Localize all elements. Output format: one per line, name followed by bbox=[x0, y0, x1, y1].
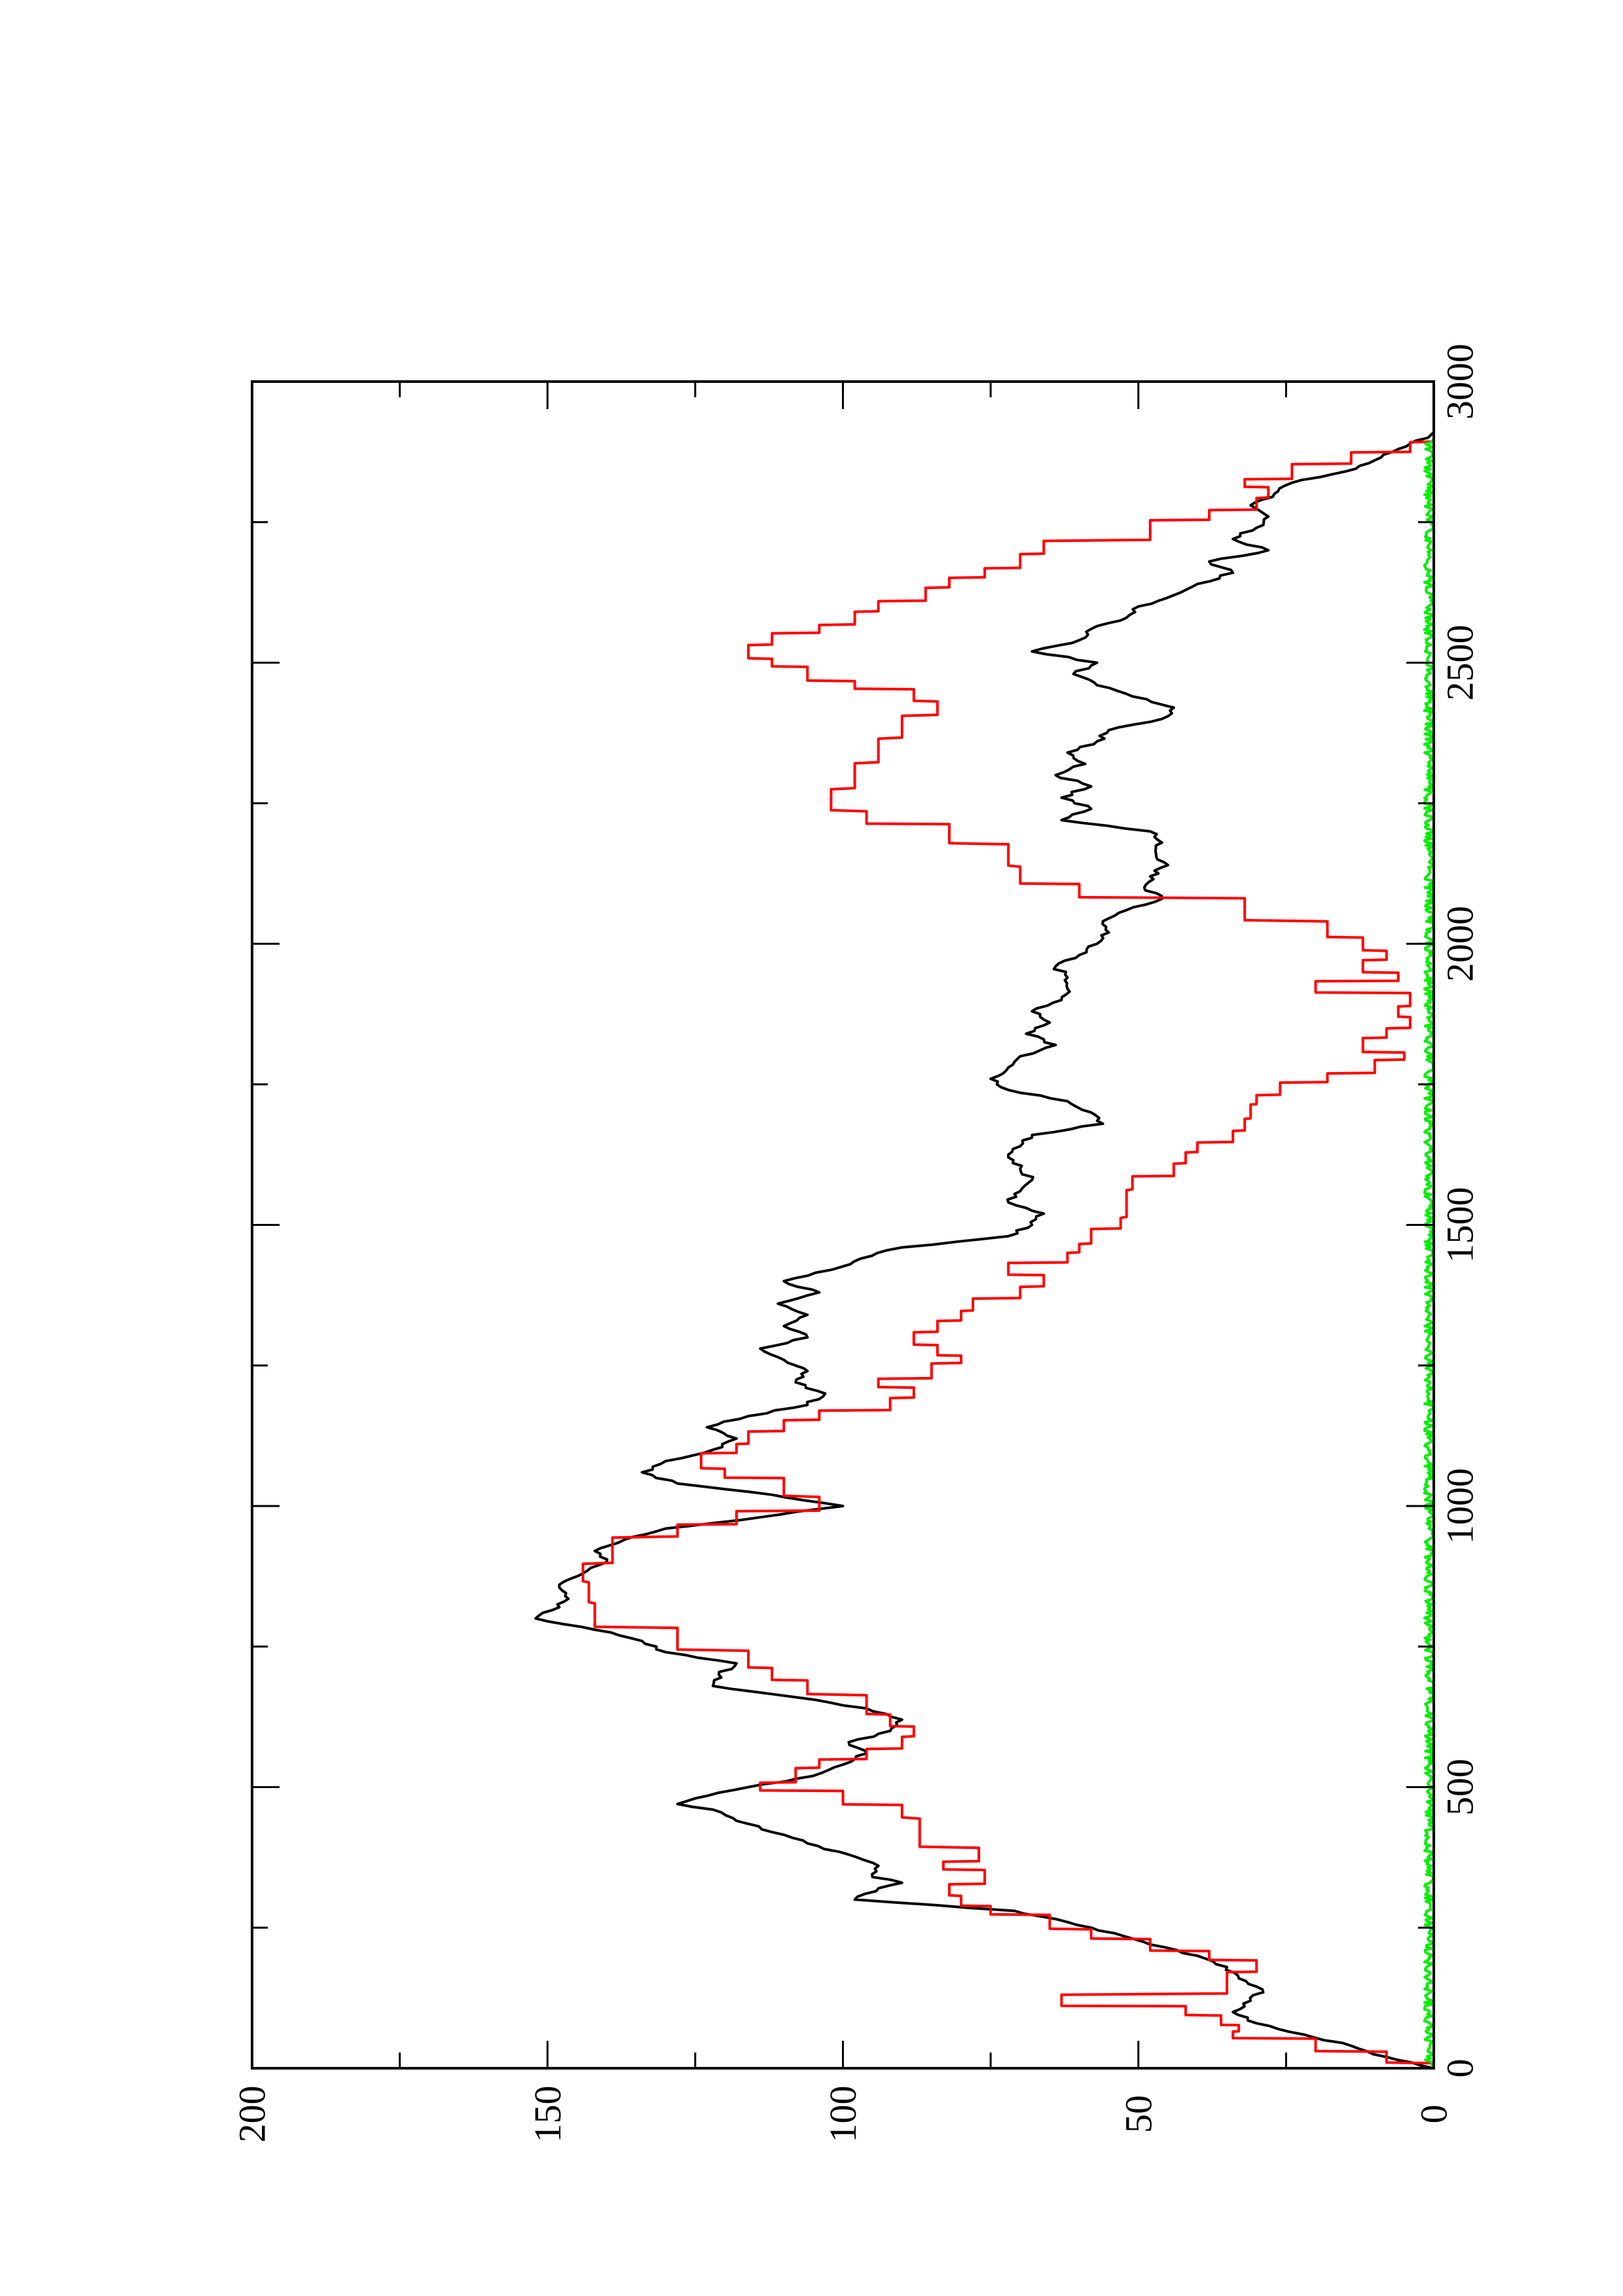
series-line-1 bbox=[581, 437, 1435, 2068]
x-tick-label: 2500 bbox=[1439, 625, 1482, 701]
x-tick-label: 0 bbox=[1439, 2059, 1482, 2078]
y-tick-label: 200 bbox=[231, 2086, 274, 2143]
x-tick-label: 1500 bbox=[1439, 1187, 1482, 1263]
x-tick-label: 3000 bbox=[1439, 344, 1482, 420]
y-tick-label: 100 bbox=[822, 2086, 864, 2143]
y-tick-label: 0 bbox=[1413, 2105, 1455, 2124]
x-tick-label: 500 bbox=[1439, 1759, 1482, 1816]
tick-labels: 0 500 1000 1500 2000 2500 3000 0 50 100 150 200 bbox=[231, 344, 1482, 2143]
series-line-0 bbox=[534, 431, 1435, 2070]
y-tick-label: 50 bbox=[1117, 2095, 1159, 2133]
axes bbox=[251, 380, 1435, 2070]
x-tick-label: 1000 bbox=[1439, 1468, 1482, 1544]
x-tick-label: 2000 bbox=[1439, 906, 1482, 982]
y-tick-label: 150 bbox=[526, 2086, 569, 2143]
